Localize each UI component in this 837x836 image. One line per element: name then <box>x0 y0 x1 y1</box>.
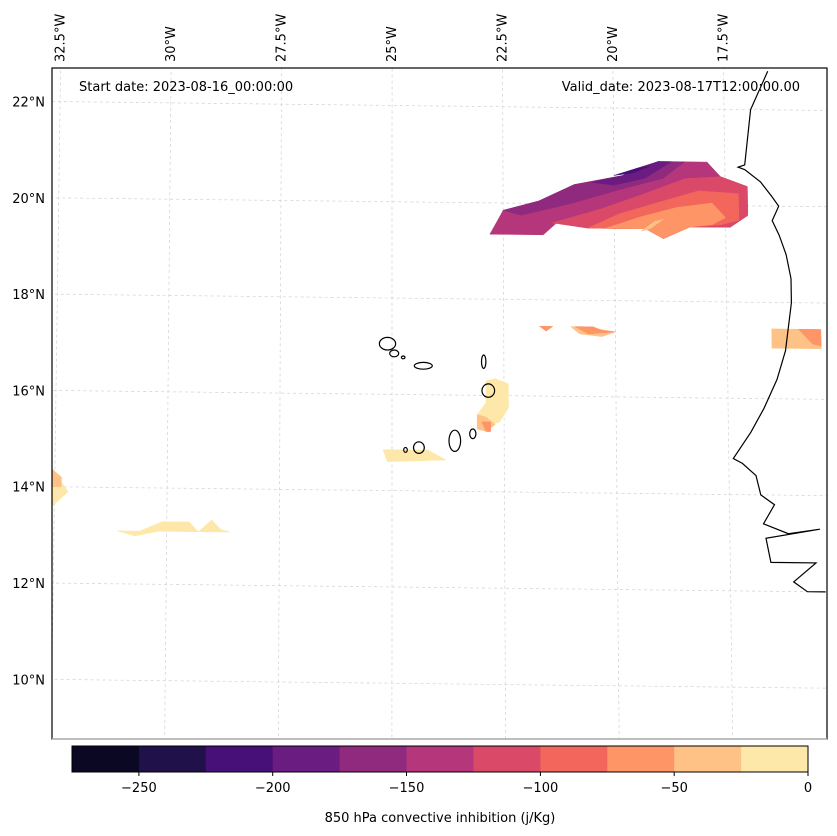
longitude-tick-label: 20°W <box>606 26 621 62</box>
southwest-band-13n <box>117 519 230 537</box>
island-sal <box>480 354 487 369</box>
colorbar-frame <box>71 745 809 773</box>
latitude-tick-label: 22°N <box>12 96 45 111</box>
cin-contour-band <box>575 326 616 335</box>
latitude-tick-labels: 22°N 20°N 18°N 16°N 14°N 12°N 10°N <box>12 96 45 689</box>
meridian-gridline <box>277 68 282 739</box>
cape-verde-east <box>476 378 509 432</box>
cin-contour-band <box>605 202 726 239</box>
colorbar: −250 −200 −150 −100 −50 0 850 hPa convective … <box>71 745 812 826</box>
colorbar-label: 850 hPa convective inhibition (j/Kg) <box>325 811 556 826</box>
colorbar-ticks: −250 −200 −150 −100 −50 0 <box>121 772 812 796</box>
coastlines <box>378 71 826 593</box>
latitude-tick-label: 20°N <box>12 192 45 207</box>
start-date-annotation: Start date: 2023-08-16_00:00:00 <box>79 80 293 95</box>
colorbar-segment <box>138 746 207 772</box>
colorbar-segment <box>741 746 809 772</box>
meridian-gridline <box>612 68 620 739</box>
central-band-18n <box>538 325 616 337</box>
colorbar-segment <box>406 746 474 772</box>
cin-contour-band <box>613 165 650 176</box>
parallel-gridline <box>52 582 827 593</box>
parallel-gridline <box>52 679 827 689</box>
latitude-tick-label: 12°N <box>12 577 45 592</box>
africa-west-coast <box>732 71 826 593</box>
island-brava <box>403 446 408 453</box>
longitude-tick-label: 25°W <box>385 26 400 62</box>
colorbar-tick-label: −250 <box>121 781 157 796</box>
latitude-tick-label: 14°N <box>12 481 45 496</box>
island-santa-luzia <box>400 355 406 360</box>
colorbar-segment <box>473 746 541 772</box>
colorbar-segment <box>272 746 341 772</box>
colorbar-segments <box>72 746 809 772</box>
longitude-tick-labels: 32.5°W 30°W 27.5°W 25°W 22.5°W 20°W 17.5°W <box>54 14 732 62</box>
west-edge-14n <box>52 468 69 507</box>
colorbar-segment <box>339 746 407 772</box>
cin-contour-band <box>481 421 491 432</box>
cin-contour-band <box>117 519 230 537</box>
cin-contour-band <box>538 325 554 332</box>
cin-contour-band <box>382 449 447 462</box>
parallel-gridline <box>52 101 827 111</box>
colorbar-tick-label: −150 <box>389 781 425 796</box>
parallel-gridline <box>52 486 827 496</box>
longitude-tick-label: 32.5°W <box>54 14 69 62</box>
island-santo-antao <box>378 336 397 351</box>
coastal-band-17n <box>771 328 822 349</box>
colorbar-segment <box>72 746 140 772</box>
cin-contour-band <box>797 328 822 347</box>
colorbar-segment <box>540 746 608 772</box>
island-sao-vicente <box>389 349 400 358</box>
meridian-gridline <box>164 68 172 739</box>
northeast-cin-plume <box>489 161 748 239</box>
island-maio <box>469 428 477 440</box>
cin-contours <box>52 161 822 537</box>
longitude-tick-label: 17.5°W <box>717 14 732 62</box>
meridian-gridline <box>723 68 734 739</box>
island-santiago <box>448 429 462 452</box>
colorbar-tick-label: −200 <box>255 781 291 796</box>
valid-date-annotation: Valid_date: 2023-08-17T12:00:00.00 <box>562 80 800 95</box>
cin-contour-band <box>476 378 509 430</box>
parallel-gridline <box>52 390 827 400</box>
latitude-tick-label: 16°N <box>12 384 45 399</box>
longitude-tick-label: 22.5°W <box>496 14 511 62</box>
latitude-tick-label: 18°N <box>12 288 45 303</box>
cin-contour-band <box>52 468 62 488</box>
map-plot-area <box>51 67 828 740</box>
cape-verde-south <box>382 449 447 462</box>
colorbar-segment <box>607 746 675 772</box>
colorbar-tick-label: −100 <box>523 781 559 796</box>
colorbar-tick-label: 0 <box>804 781 812 796</box>
colorbar-segment <box>674 746 742 772</box>
island-sao-nicolau <box>413 361 433 370</box>
island-fogo <box>412 441 425 455</box>
longitude-tick-label: 27.5°W <box>275 14 290 62</box>
colorbar-segment <box>205 746 274 772</box>
longitude-tick-label: 30°W <box>164 26 179 62</box>
cin-contour-band <box>641 219 664 232</box>
colorbar-tick-label: −50 <box>660 781 687 796</box>
island-boa-vista <box>481 383 496 398</box>
latitude-tick-label: 10°N <box>12 673 45 688</box>
